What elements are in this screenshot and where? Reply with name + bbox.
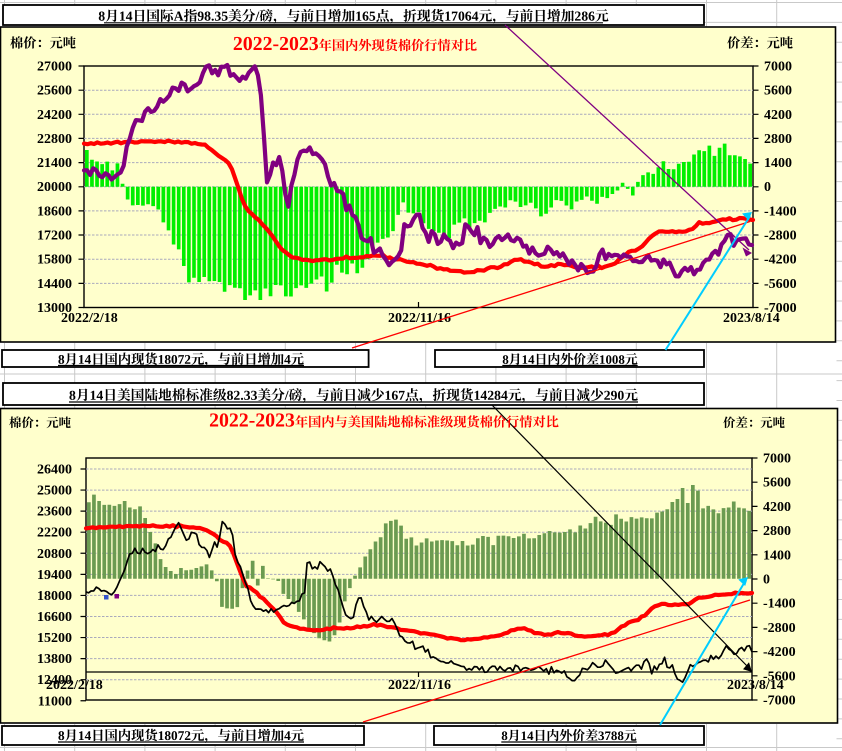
svg-text:13000: 13000 (37, 301, 72, 316)
svg-text:25600: 25600 (37, 84, 72, 99)
svg-text:23600: 23600 (37, 505, 72, 520)
svg-text:2022/2/18: 2022/2/18 (61, 311, 118, 326)
svg-text:20000: 20000 (37, 180, 72, 195)
svg-text:7000: 7000 (763, 452, 791, 467)
svg-text:19400: 19400 (37, 568, 72, 583)
svg-text:4200: 4200 (764, 108, 792, 123)
svg-text:26400: 26400 (37, 463, 72, 478)
svg-text:22200: 22200 (37, 526, 72, 541)
svg-text:5600: 5600 (763, 476, 791, 491)
svg-text:2023/8/14: 2023/8/14 (727, 678, 784, 693)
svg-text:14400: 14400 (37, 277, 72, 292)
svg-text:-2800: -2800 (764, 229, 797, 244)
svg-text:2800: 2800 (764, 132, 792, 147)
svg-text:1400: 1400 (763, 548, 791, 563)
svg-text:5600: 5600 (764, 84, 792, 99)
svg-text:24200: 24200 (37, 108, 72, 123)
svg-text:2023/8/14: 2023/8/14 (723, 311, 780, 326)
svg-text:7000: 7000 (764, 60, 792, 75)
svg-text:18600: 18600 (37, 204, 72, 219)
svg-text:1400: 1400 (764, 156, 792, 171)
svg-text:2022/11/16: 2022/11/16 (388, 311, 451, 326)
svg-text:0: 0 (763, 573, 770, 588)
svg-text:-1400: -1400 (763, 597, 796, 612)
svg-text:25000: 25000 (37, 484, 72, 499)
svg-text:13800: 13800 (37, 652, 72, 667)
svg-text:-1400: -1400 (764, 204, 797, 219)
svg-text:2800: 2800 (763, 524, 791, 539)
svg-text:-5600: -5600 (763, 669, 796, 684)
svg-text:27000: 27000 (37, 60, 72, 75)
svg-text:4200: 4200 (763, 500, 791, 515)
svg-text:16600: 16600 (37, 610, 72, 625)
svg-text:2022/11/16: 2022/11/16 (388, 678, 451, 693)
svg-text:22800: 22800 (37, 132, 72, 147)
svg-text:21400: 21400 (37, 156, 72, 171)
svg-text:18000: 18000 (37, 589, 72, 604)
svg-text:-4200: -4200 (764, 253, 797, 268)
svg-text:-7000: -7000 (764, 301, 797, 316)
svg-text:11000: 11000 (38, 694, 72, 709)
svg-text:0: 0 (764, 180, 771, 195)
svg-text:15800: 15800 (37, 253, 72, 268)
svg-text:-2800: -2800 (763, 621, 796, 636)
svg-text:2022/2/18: 2022/2/18 (46, 678, 103, 693)
svg-text:-7000: -7000 (763, 694, 796, 709)
svg-text:17200: 17200 (37, 229, 72, 244)
svg-text:20800: 20800 (37, 547, 72, 562)
svg-text:-4200: -4200 (763, 645, 796, 660)
svg-text:15200: 15200 (37, 631, 72, 646)
svg-text:12400: 12400 (37, 673, 72, 688)
svg-text:-5600: -5600 (764, 277, 797, 292)
